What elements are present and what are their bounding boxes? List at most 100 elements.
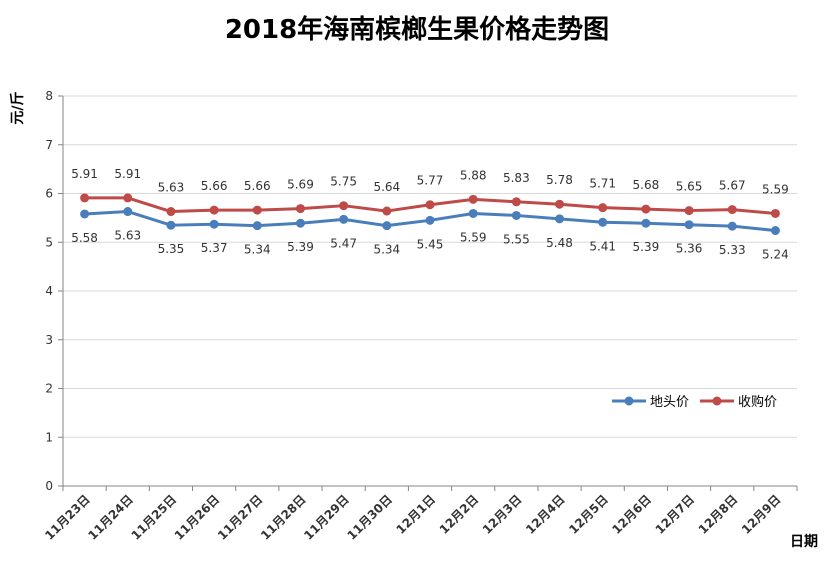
data-point xyxy=(555,199,565,209)
data-label: 5.41 xyxy=(589,239,616,253)
y-tick-label: 6 xyxy=(45,187,53,201)
y-tick-label: 1 xyxy=(45,430,53,444)
data-label: 5.78 xyxy=(546,173,573,187)
x-tick-label: 12月7日 xyxy=(653,492,698,537)
data-point xyxy=(252,221,262,231)
x-tick-label: 11月30日 xyxy=(344,492,394,542)
data-label: 5.47 xyxy=(330,236,357,250)
data-point xyxy=(295,218,305,228)
data-label: 5.39 xyxy=(633,240,660,254)
x-tick-label: 12月6日 xyxy=(609,492,654,537)
y-tick-label: 2 xyxy=(45,382,53,396)
data-point xyxy=(425,200,435,210)
data-point xyxy=(295,204,305,214)
data-label: 5.24 xyxy=(762,248,789,262)
data-point xyxy=(641,204,651,214)
data-point xyxy=(166,207,176,217)
x-tick-label: 11月25日 xyxy=(129,492,179,542)
x-tick-label: 12月9日 xyxy=(739,492,784,537)
data-point xyxy=(209,205,219,215)
x-tick-label: 12月2日 xyxy=(437,492,482,537)
axes: 01234567811月23日11月24日11月25日11月26日11月27日1… xyxy=(42,89,798,543)
data-label: 5.48 xyxy=(546,236,573,250)
data-label: 5.35 xyxy=(158,242,185,256)
data-label: 5.83 xyxy=(503,171,530,185)
x-tick-label: 12月4日 xyxy=(523,492,568,537)
data-point xyxy=(252,205,262,215)
data-label: 5.65 xyxy=(676,180,703,194)
x-tick-label: 12月1日 xyxy=(394,492,439,537)
data-label: 5.68 xyxy=(633,178,660,192)
legend: 地头价 收购价 xyxy=(612,394,777,410)
data-point xyxy=(727,205,737,215)
data-point xyxy=(339,201,349,211)
data-point xyxy=(468,194,478,204)
data-label: 5.63 xyxy=(158,181,185,195)
y-tick-label: 7 xyxy=(45,138,53,152)
x-tick-label: 11月28日 xyxy=(258,492,308,542)
data-label: 5.45 xyxy=(417,237,444,251)
data-label: 5.59 xyxy=(762,182,789,196)
y-tick-label: 3 xyxy=(45,333,53,347)
y-tick-label: 4 xyxy=(45,284,53,298)
y-tick-label: 0 xyxy=(45,479,53,493)
data-label: 5.88 xyxy=(460,168,487,182)
data-point xyxy=(511,210,521,220)
data-label: 5.59 xyxy=(460,230,487,244)
data-label: 5.67 xyxy=(719,179,746,193)
x-axis-label: 日期 xyxy=(790,534,818,550)
data-label: 5.91 xyxy=(71,167,98,181)
data-point xyxy=(727,221,737,231)
data-point xyxy=(555,214,565,224)
data-point xyxy=(770,208,780,218)
data-point xyxy=(339,214,349,224)
gridlines xyxy=(63,95,797,438)
data-label: 5.34 xyxy=(373,243,400,257)
data-point xyxy=(80,209,90,219)
data-label: 5.77 xyxy=(417,174,444,188)
data-point xyxy=(684,220,694,230)
legend-label: 地头价 xyxy=(650,395,689,410)
data-point xyxy=(382,206,392,216)
data-point xyxy=(166,220,176,230)
data-label: 5.75 xyxy=(330,175,357,189)
data-label: 5.69 xyxy=(287,178,314,192)
y-axis-label: 元/斤 xyxy=(9,91,26,124)
data-point xyxy=(511,197,521,207)
legend-label: 收购价 xyxy=(738,394,777,410)
data-point xyxy=(641,218,651,228)
data-label: 5.91 xyxy=(114,167,141,181)
data-point xyxy=(123,207,133,217)
x-tick-label: 11月29日 xyxy=(301,492,351,542)
data-label: 5.71 xyxy=(589,177,616,191)
data-label: 5.64 xyxy=(373,180,400,194)
data-label: 5.55 xyxy=(503,232,530,246)
y-tick-label: 8 xyxy=(45,89,53,103)
data-label: 5.36 xyxy=(676,242,703,256)
data-label: 5.63 xyxy=(114,229,141,243)
x-tick-label: 11月24日 xyxy=(85,492,135,542)
data-label: 5.39 xyxy=(287,240,314,254)
data-point xyxy=(684,206,694,216)
data-label: 5.58 xyxy=(71,231,98,245)
chart-title: 2018年海南槟榔生果价格走势图 xyxy=(225,14,609,45)
data-label: 5.33 xyxy=(719,243,746,257)
data-point xyxy=(598,217,608,227)
data-point xyxy=(598,203,608,213)
x-tick-label: 12月8日 xyxy=(696,492,741,537)
data-point xyxy=(770,226,780,236)
data-label: 5.37 xyxy=(201,241,228,255)
x-tick-label: 11月26日 xyxy=(172,492,222,542)
x-tick-label: 11月23日 xyxy=(42,492,92,542)
series-group: 5.58 5.63 5.35 5.37 5.34 5.39 5.47 5.34 5.45 5.59… xyxy=(71,167,789,262)
x-tick-label: 12月3日 xyxy=(480,492,525,537)
y-tick-label: 5 xyxy=(45,235,53,249)
data-point xyxy=(382,221,392,231)
data-point xyxy=(468,208,478,218)
x-tick-label: 12月5日 xyxy=(566,492,611,537)
data-label: 5.66 xyxy=(201,179,228,193)
data-point xyxy=(80,193,90,203)
legend-swatch-marker xyxy=(624,396,634,406)
